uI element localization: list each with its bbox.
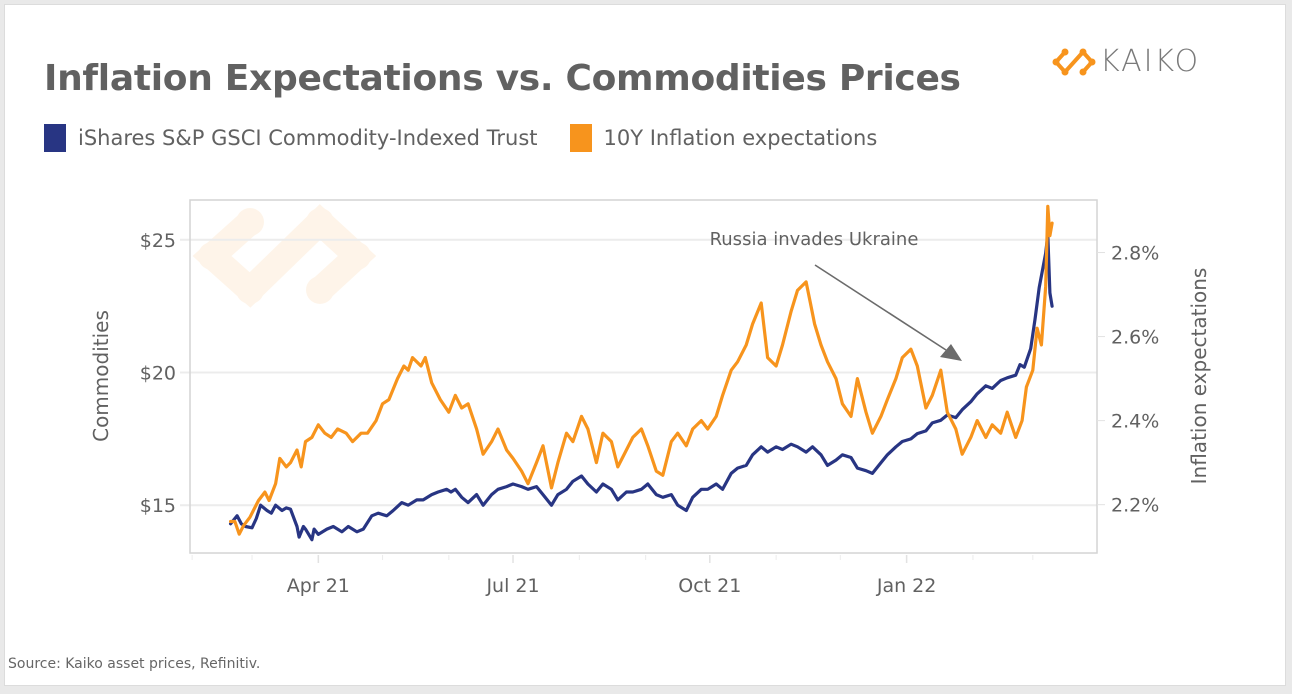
commodities-line	[229, 232, 1054, 542]
annotation: Russia invades Ukraine	[710, 229, 962, 361]
watermark-icon	[192, 204, 377, 308]
annotation-arrowhead-icon	[940, 344, 962, 361]
annotation-label: Russia invades Ukraine	[710, 229, 919, 250]
y-left-tick-label: $15	[140, 495, 176, 517]
y-left-tick-label: $20	[140, 363, 176, 385]
inflation-line	[229, 204, 1054, 536]
y-right-tick-label: 2.2%	[1111, 495, 1159, 517]
y-axis-right: 2.2% 2.4% 2.6% 2.8%	[1097, 243, 1159, 517]
y-right-tick-label: 2.4%	[1111, 411, 1159, 433]
legend-label-inflation: 10Y Inflation expectations	[603, 126, 878, 150]
legend: iShares S&P GSCI Commodity-Indexed Trust…	[44, 124, 909, 152]
x-tick-label: Apr 21	[287, 575, 350, 597]
legend-item-commodities[interactable]: iShares S&P GSCI Commodity-Indexed Trust	[44, 124, 538, 152]
y-right-tick-label: 2.6%	[1111, 327, 1159, 349]
x-tick-label: Oct 21	[678, 575, 741, 597]
annotation-arrow	[814, 264, 947, 351]
source-note: Source: Kaiko asset prices, Refinitiv.	[8, 656, 261, 672]
legend-swatch-inflation	[569, 124, 592, 152]
y-axis-right-title: Inflation expectations	[1187, 268, 1211, 485]
chart-title: Inflation Expectations vs. Commodities P…	[44, 58, 961, 99]
kaiko-logo-text: KAIKO	[1100, 44, 1201, 79]
chart-card	[4, 4, 1286, 686]
series-lines	[229, 204, 1054, 542]
legend-label-commodities: iShares S&P GSCI Commodity-Indexed Trust	[78, 126, 538, 150]
y-axis-left-title: Commodities	[89, 310, 113, 442]
y-right-tick-label: 2.8%	[1111, 243, 1159, 265]
kaiko-logo-icon	[1052, 48, 1096, 75]
gridlines	[180, 238, 1097, 507]
y-axis-left: $15 $20 $25	[140, 230, 176, 517]
legend-item-inflation[interactable]: 10Y Inflation expectations	[569, 124, 878, 152]
plot-area	[189, 199, 1098, 554]
y-left-tick-label: $25	[140, 230, 176, 252]
x-tick-label: Jul 21	[485, 575, 539, 597]
x-axis: Apr 21 Jul 21 Oct 21 Jan 22	[191, 555, 1034, 597]
x-tick-label: Jan 22	[876, 575, 937, 597]
kaiko-logo: KAIKO	[1052, 44, 1200, 79]
legend-swatch-commodities	[44, 124, 66, 152]
